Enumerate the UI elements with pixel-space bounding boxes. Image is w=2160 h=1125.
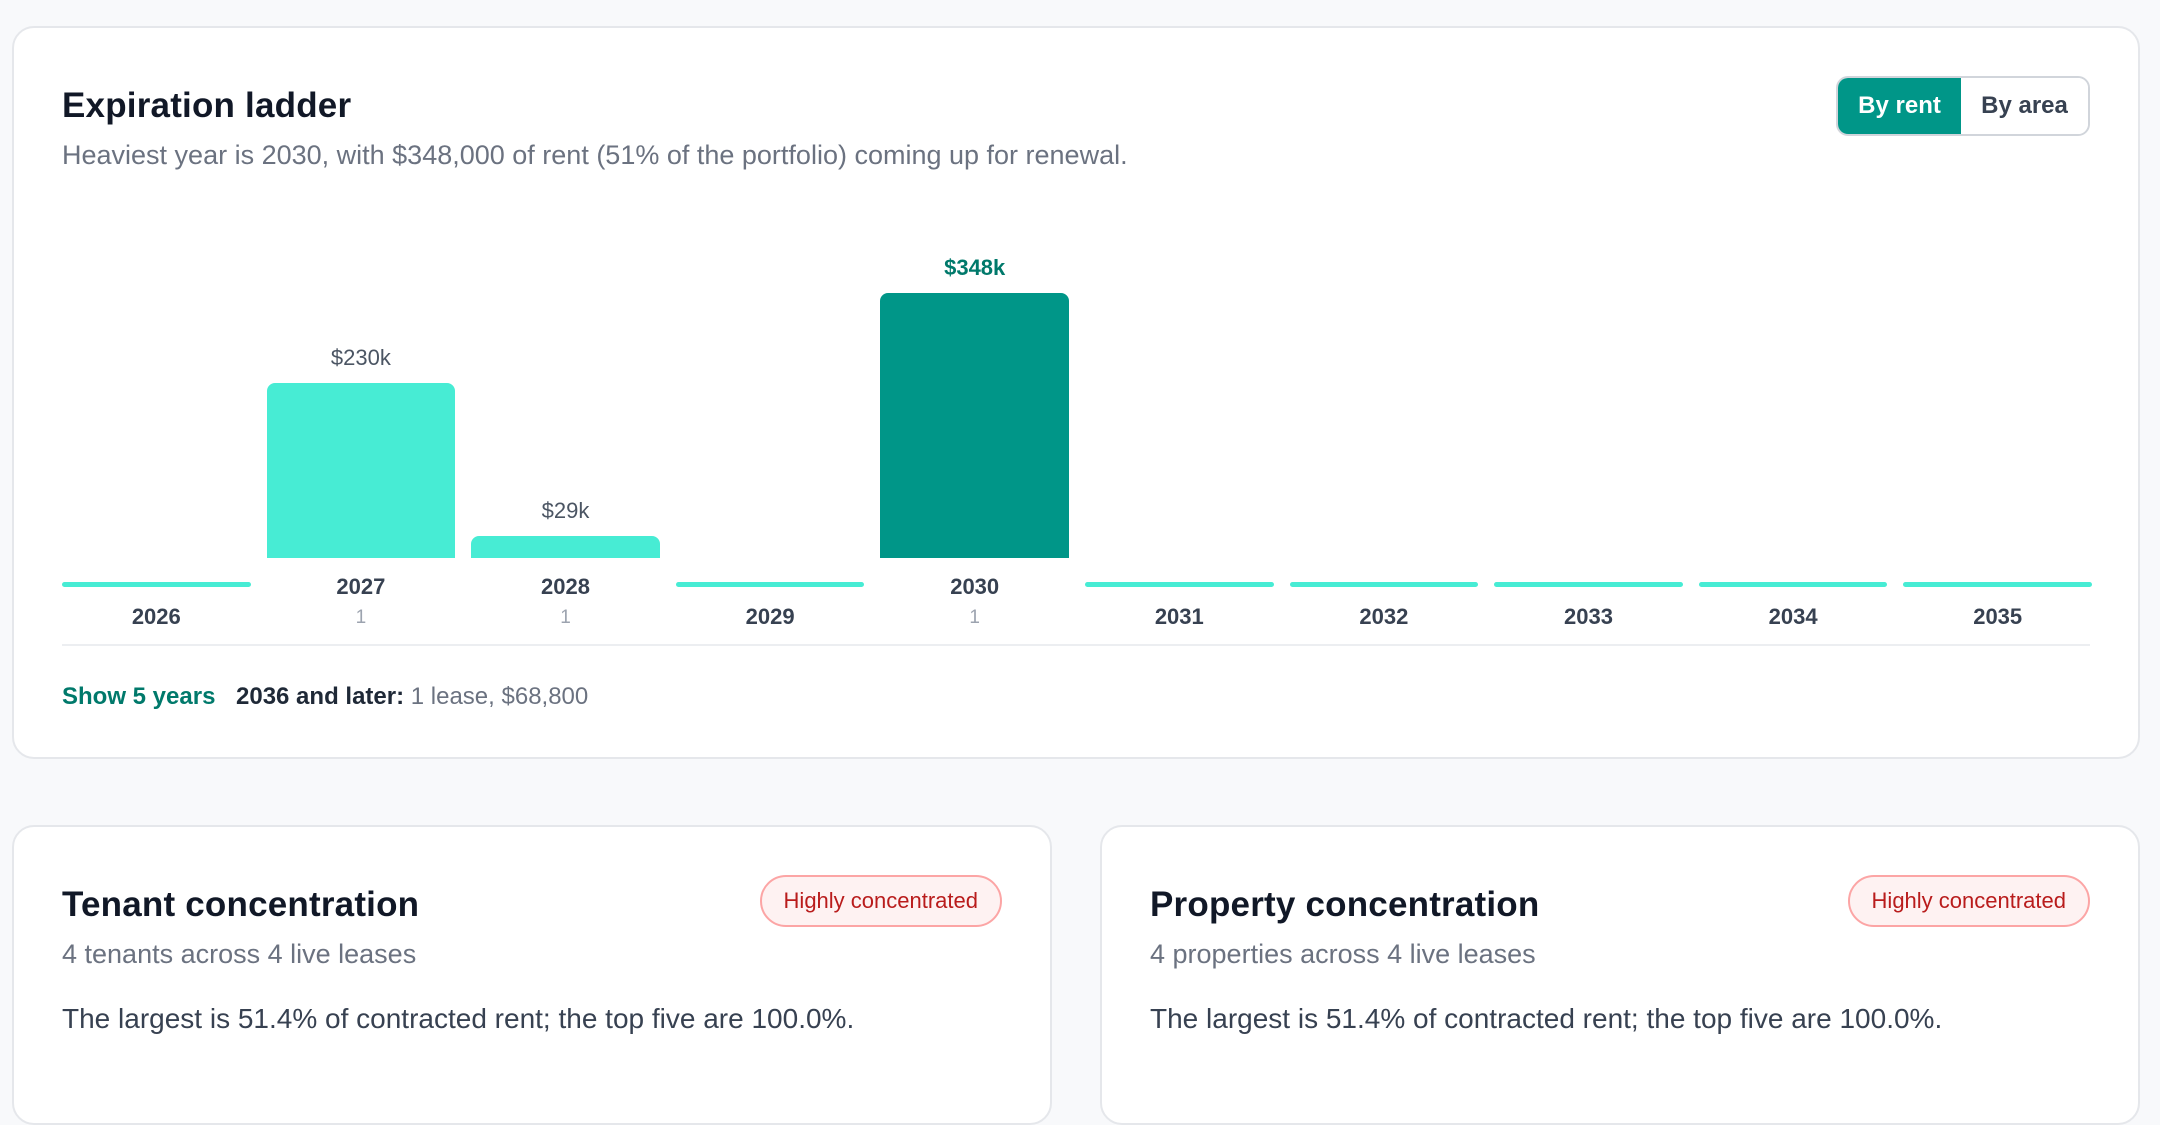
property-concentration-title: Property concentration: [1150, 885, 1540, 924]
bar-2028[interactable]: [471, 535, 660, 558]
bar-2031[interactable]: [1085, 582, 1274, 587]
bar-2030[interactable]: [880, 293, 1069, 558]
bar-2034[interactable]: [1698, 582, 1888, 587]
lease-count-2030: 1: [969, 607, 980, 628]
property-concentration-body: The largest is 51.4% of contracted rent;…: [1150, 1003, 1943, 1034]
divider: [62, 644, 2090, 646]
lease-count-2027: 1: [355, 607, 367, 628]
year-label-2035: 2035: [1973, 604, 2023, 629]
year-label-2029: 2029: [745, 604, 795, 629]
ladder-title: Expiration ladder: [62, 86, 352, 125]
year-label-2030: 2030: [950, 574, 1000, 599]
year-label-2026: 2026: [131, 604, 181, 629]
bar-2029[interactable]: [675, 582, 865, 587]
ladder-subtitle: Heaviest year is 2030, with $348,000 of …: [62, 140, 1128, 170]
value-label-2027: $230k: [330, 344, 391, 370]
bar-2033[interactable]: [1494, 582, 1683, 587]
year-label-2027: 2027: [336, 574, 386, 599]
tenant-concentration-body: The largest is 51.4% of contracted rent;…: [62, 1003, 855, 1034]
year-label-2033: 2033: [1564, 604, 1613, 629]
tenant-concentration-subtitle: 4 tenants across 4 live leases: [62, 939, 417, 969]
show-years-link[interactable]: Show 5 years: [62, 683, 216, 710]
bar-2027[interactable]: [266, 382, 456, 558]
bar-2035[interactable]: [1903, 582, 2092, 587]
later-value: 1 lease, $68,800: [410, 683, 589, 710]
property-concentration-card: Property concentration Highly concentrat…: [1100, 825, 2140, 1125]
bar-2026[interactable]: [62, 582, 251, 587]
year-label-2034: 2034: [1768, 604, 1818, 629]
later-label: 2036 and later:: [236, 683, 405, 710]
year-label-2032: 2032: [1359, 604, 1409, 629]
by-area-button[interactable]: By area: [1961, 78, 2088, 134]
lease-count-2028: 1: [560, 607, 571, 628]
tenant-concentration-title: Tenant concentration: [62, 885, 420, 924]
by-rent-button[interactable]: By rent: [1838, 78, 1961, 134]
year-label-2031: 2031: [1154, 604, 1204, 629]
later-summary: 2036 and later: 1 lease, $68,800: [236, 683, 588, 711]
tenant-concentration-card: Tenant concentration Highly concentrated…: [12, 825, 1052, 1125]
expiration-bar-chart: 2026 $230k 2027 1 $29k 2028 1 2029 $348k 2030 1 203…: [62, 238, 2092, 648]
expiration-ladder-card: Expiration ladder Heaviest year is 2030,…: [12, 26, 2140, 759]
property-concentration-subtitle: 4 properties across 4 live leases: [1150, 939, 1536, 969]
value-label-2030: $348k: [944, 255, 1006, 280]
property-status-badge: Highly concentrated: [1847, 875, 2090, 927]
tenant-status-badge: Highly concentrated: [759, 875, 1002, 927]
rent-area-toggle: By rent By area: [1836, 76, 2090, 136]
value-label-2028: $29k: [541, 497, 590, 523]
year-label-2028: 2028: [541, 574, 590, 599]
bar-2032[interactable]: [1289, 582, 1479, 587]
